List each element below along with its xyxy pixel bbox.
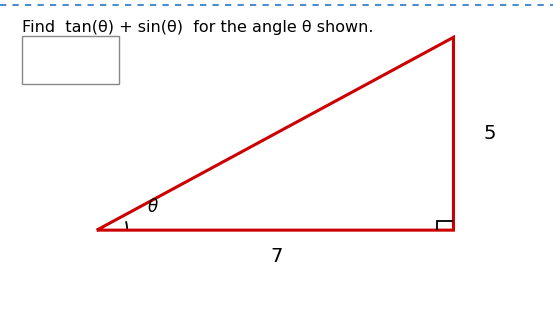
Text: Find  tan(θ) + sin(θ)  for the angle θ shown.: Find tan(θ) + sin(θ) for the angle θ sho…: [22, 20, 374, 35]
Text: 7: 7: [270, 247, 283, 266]
Text: 5: 5: [484, 124, 497, 143]
Bar: [22, 36, 119, 84]
Text: $\theta$: $\theta$: [147, 198, 158, 216]
